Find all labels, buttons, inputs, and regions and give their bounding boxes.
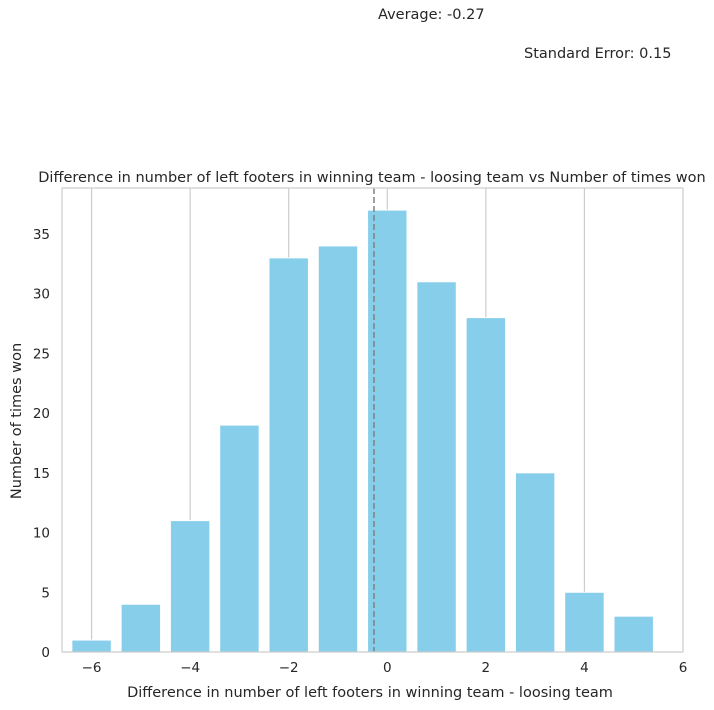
bar [317,245,359,653]
x-tick-label: 2 [482,660,491,676]
y-tick-label: 20 [33,406,50,422]
y-tick-label: 15 [33,466,50,482]
x-tick-labels: −6 −4 −2 0 2 4 6 [82,660,688,676]
chart-title: Difference in number of left footers in … [38,170,705,186]
y-tick-label: 5 [41,585,50,601]
bar [564,591,605,653]
bar [514,472,556,653]
x-tick-label: −4 [180,660,200,676]
bar [71,639,112,653]
bar [465,317,507,653]
bar [120,603,162,653]
y-tick-label: 0 [41,645,50,661]
y-axis-label: Number of times won [9,343,25,499]
average-annotation: Average: -0.27 [378,7,485,23]
bars [71,209,654,653]
y-tick-label: 10 [33,526,50,542]
bar [219,424,260,653]
bar [613,615,654,653]
bar [268,257,309,653]
x-tick-label: 0 [383,660,392,676]
x-tick-label: 4 [580,660,589,676]
y-tick-label: 25 [33,346,50,362]
bar [416,281,457,653]
y-tick-label: 35 [33,227,50,243]
x-tick-label: 6 [679,660,688,676]
x-axis-label: Difference in number of left footers in … [127,685,613,701]
bar [169,520,211,653]
x-tick-label: −2 [279,660,299,676]
x-tick-label: −6 [82,660,102,676]
standard-error-annotation: Standard Error: 0.15 [524,46,672,62]
plot-frame [61,187,684,653]
y-tick-labels: 0 5 10 15 20 25 30 35 [33,227,50,661]
y-tick-label: 30 [33,287,50,303]
